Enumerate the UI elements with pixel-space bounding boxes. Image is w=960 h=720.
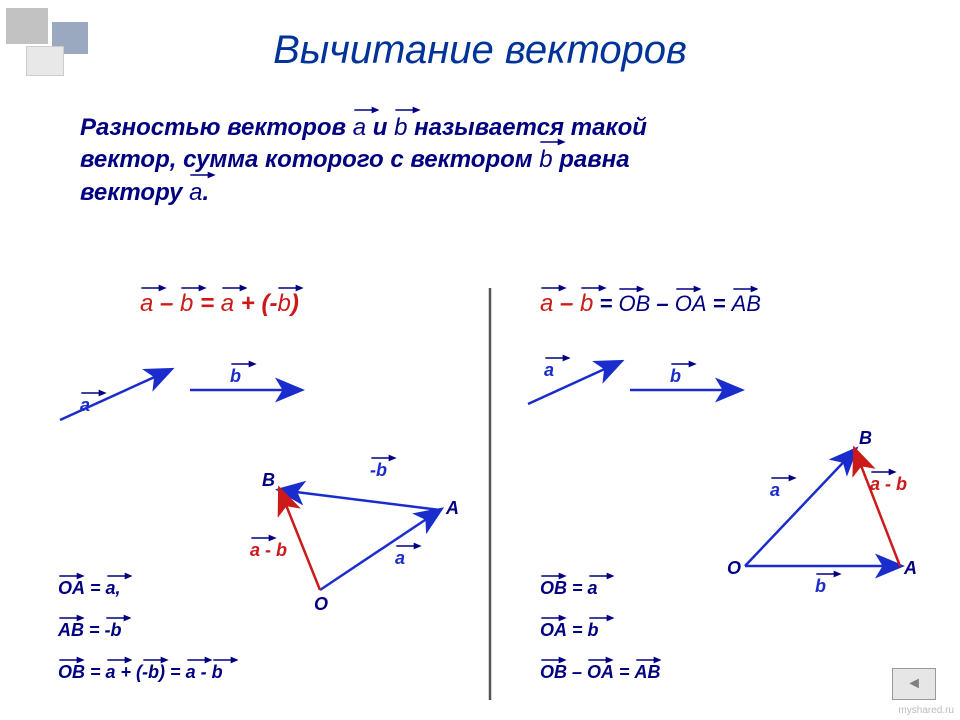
equation-line: AB = -b: [58, 620, 122, 641]
vector-label: b: [815, 576, 826, 597]
equation-line: OB = a + (-b) = a - b: [58, 662, 223, 683]
formula-right: a – b = OB – OA = AB: [540, 290, 761, 318]
vector-label: a - b: [250, 540, 287, 561]
vector-label: b: [670, 366, 681, 387]
vector-label: A: [904, 558, 917, 579]
vector-label: -b: [370, 460, 387, 481]
vector-label: a: [395, 548, 405, 569]
vector-label: O: [727, 558, 741, 579]
formula-left: a – b = a + (-b): [140, 290, 299, 318]
equation-line: OB = a: [540, 578, 598, 599]
equation-line: OB – OA = AB: [540, 662, 661, 683]
watermark: myshared.ru: [898, 705, 954, 716]
title-text: Вычитание векторов: [273, 28, 687, 72]
vector-label: a - b: [870, 474, 907, 495]
vector-label: a: [544, 360, 554, 381]
chevron-left-icon: ◄: [906, 675, 922, 693]
vector-label: B: [859, 428, 872, 449]
page-title: Вычитание векторов: [0, 28, 960, 73]
definition-text: Разностью векторов a и b называется тако…: [80, 112, 920, 209]
diagram-layer: [0, 0, 960, 720]
vector-label: A: [446, 498, 459, 519]
vector-label: a: [770, 480, 780, 501]
vector-label: b: [230, 366, 241, 387]
prev-button[interactable]: ◄: [892, 668, 936, 700]
vector-label: a: [80, 395, 90, 416]
equation-line: OA = b: [540, 620, 599, 641]
vector-label: B: [262, 470, 275, 491]
vector-label: O: [314, 594, 328, 615]
equation-line: OA = a,: [58, 578, 121, 599]
